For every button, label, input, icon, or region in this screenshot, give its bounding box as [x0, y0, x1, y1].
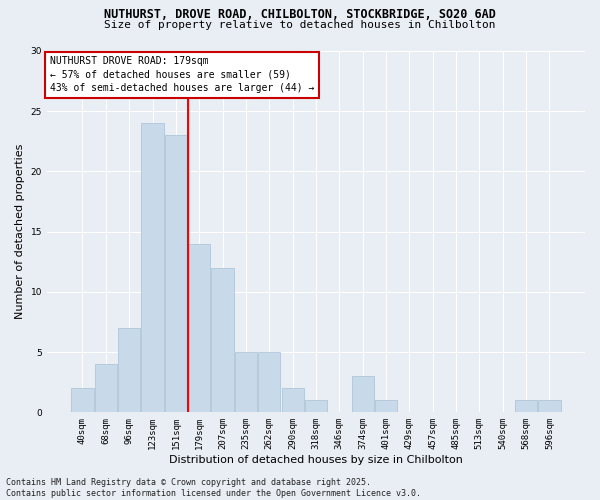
Bar	[352, 376, 374, 412]
Bar	[375, 400, 397, 412]
Bar	[235, 352, 257, 412]
Bar	[305, 400, 327, 412]
Y-axis label: Number of detached properties: Number of detached properties	[15, 144, 25, 320]
Bar	[188, 244, 211, 412]
Bar	[258, 352, 280, 412]
Bar	[118, 328, 140, 412]
Text: NUTHURST, DROVE ROAD, CHILBOLTON, STOCKBRIDGE, SO20 6AD: NUTHURST, DROVE ROAD, CHILBOLTON, STOCKB…	[104, 8, 496, 20]
Bar	[538, 400, 560, 412]
Bar	[211, 268, 233, 412]
Text: Size of property relative to detached houses in Chilbolton: Size of property relative to detached ho…	[104, 20, 496, 30]
X-axis label: Distribution of detached houses by size in Chilbolton: Distribution of detached houses by size …	[169, 455, 463, 465]
Bar	[281, 388, 304, 412]
Bar	[142, 124, 164, 412]
Bar	[515, 400, 537, 412]
Bar	[165, 136, 187, 412]
Bar	[95, 364, 117, 412]
Text: NUTHURST DROVE ROAD: 179sqm
← 57% of detached houses are smaller (59)
43% of sem: NUTHURST DROVE ROAD: 179sqm ← 57% of det…	[50, 56, 314, 93]
Text: Contains HM Land Registry data © Crown copyright and database right 2025.
Contai: Contains HM Land Registry data © Crown c…	[6, 478, 421, 498]
Bar	[71, 388, 94, 412]
